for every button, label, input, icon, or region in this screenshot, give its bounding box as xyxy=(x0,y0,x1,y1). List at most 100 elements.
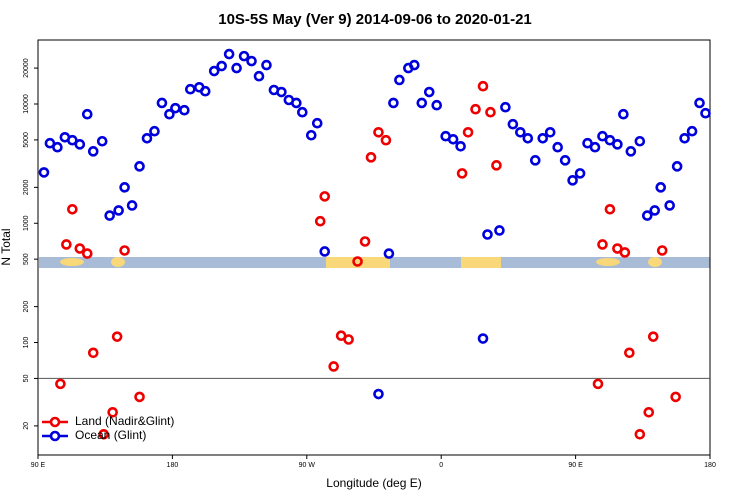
data-point xyxy=(649,205,661,216)
y-tick-label: 5000 xyxy=(23,132,30,148)
data-point xyxy=(394,74,405,86)
data-point xyxy=(38,167,50,178)
data-point xyxy=(643,406,655,418)
data-point xyxy=(199,85,211,97)
data-point xyxy=(107,406,118,418)
data-point xyxy=(141,132,153,144)
data-point xyxy=(491,160,502,171)
data-point xyxy=(597,130,608,142)
data-point xyxy=(231,62,242,74)
data-point xyxy=(126,200,138,211)
data-point xyxy=(276,86,287,98)
data-point xyxy=(515,126,526,138)
x-tick-label: 90 W xyxy=(299,462,316,469)
data-point xyxy=(119,245,130,256)
data-point xyxy=(656,245,668,256)
map-strip xyxy=(39,257,710,268)
data-point xyxy=(314,215,326,227)
x-tick-label: 90 E xyxy=(568,462,583,469)
data-point xyxy=(81,108,93,120)
data-point xyxy=(634,135,646,147)
x-tick-label: 180 xyxy=(167,462,179,469)
x-tick-label: 180 xyxy=(704,462,716,469)
data-point xyxy=(373,388,384,400)
data-point xyxy=(482,229,493,240)
data-point xyxy=(291,97,302,109)
data-point xyxy=(592,378,604,390)
data-point xyxy=(119,182,130,193)
data-point xyxy=(522,132,534,144)
data-point xyxy=(589,141,601,153)
plot-frame xyxy=(37,39,711,456)
data-point xyxy=(246,55,257,67)
data-point xyxy=(134,391,145,403)
data-point xyxy=(612,139,623,150)
data-point xyxy=(352,256,363,267)
data-point xyxy=(647,331,659,342)
data-point xyxy=(447,133,459,145)
data-point xyxy=(671,161,683,172)
data-point xyxy=(552,141,563,153)
data-point xyxy=(477,80,489,92)
data-point xyxy=(388,97,399,109)
y-tick-label: 20000 xyxy=(23,58,30,78)
data-point xyxy=(618,108,629,120)
chart-title: 10S-5S May (Ver 9) 2014-09-06 to 2020-01… xyxy=(218,11,532,28)
data-point xyxy=(686,125,698,137)
data-point xyxy=(380,134,392,146)
data-point xyxy=(462,126,474,138)
data-point xyxy=(604,203,616,215)
y-tick-label: 2000 xyxy=(23,179,30,195)
data-point xyxy=(223,48,235,60)
data-point xyxy=(328,361,339,372)
data-point xyxy=(456,168,468,179)
data-point xyxy=(297,106,308,118)
legend-marker xyxy=(49,416,61,428)
data-point xyxy=(238,50,250,62)
y-tick-label: 50 xyxy=(23,374,30,382)
data-point xyxy=(74,139,86,150)
x-tick-label: 0 xyxy=(439,462,443,469)
data-point xyxy=(574,168,586,179)
data-point xyxy=(261,59,272,71)
y-tick-label: 100 xyxy=(23,337,30,349)
data-point xyxy=(529,155,541,166)
data-point xyxy=(52,141,63,153)
data-point xyxy=(507,118,519,130)
data-point xyxy=(625,146,637,157)
data-point xyxy=(179,104,190,116)
data-point xyxy=(149,125,160,137)
data-point xyxy=(679,132,690,144)
x-tick-label: 90 E xyxy=(31,462,46,469)
y-tick-label: 1000 xyxy=(23,215,30,231)
data-point xyxy=(655,182,667,193)
legend-label: Ocean (Glint) xyxy=(75,428,146,442)
data-point xyxy=(664,200,675,211)
y-axis-label: N Total xyxy=(0,228,13,265)
data-point xyxy=(343,334,354,345)
data-point xyxy=(111,331,123,342)
data-point xyxy=(156,97,168,109)
data-point xyxy=(81,248,93,259)
data-point xyxy=(67,203,78,215)
data-point xyxy=(455,140,466,152)
data-point xyxy=(359,236,371,247)
data-point xyxy=(373,126,384,138)
data-point xyxy=(604,134,616,146)
data-point xyxy=(383,248,395,259)
data-point xyxy=(624,347,635,359)
data-point xyxy=(55,378,66,390)
data-point xyxy=(311,117,323,129)
data-point xyxy=(185,83,196,95)
data-point xyxy=(537,132,549,144)
data-point xyxy=(567,175,578,186)
data-point xyxy=(409,59,420,71)
data-point xyxy=(470,103,481,115)
data-point xyxy=(96,135,108,147)
y-tick-label: 20 xyxy=(23,422,30,430)
data-point xyxy=(431,99,443,111)
data-point xyxy=(423,86,435,98)
y-tick-label: 500 xyxy=(23,253,30,265)
data-point xyxy=(134,161,145,172)
